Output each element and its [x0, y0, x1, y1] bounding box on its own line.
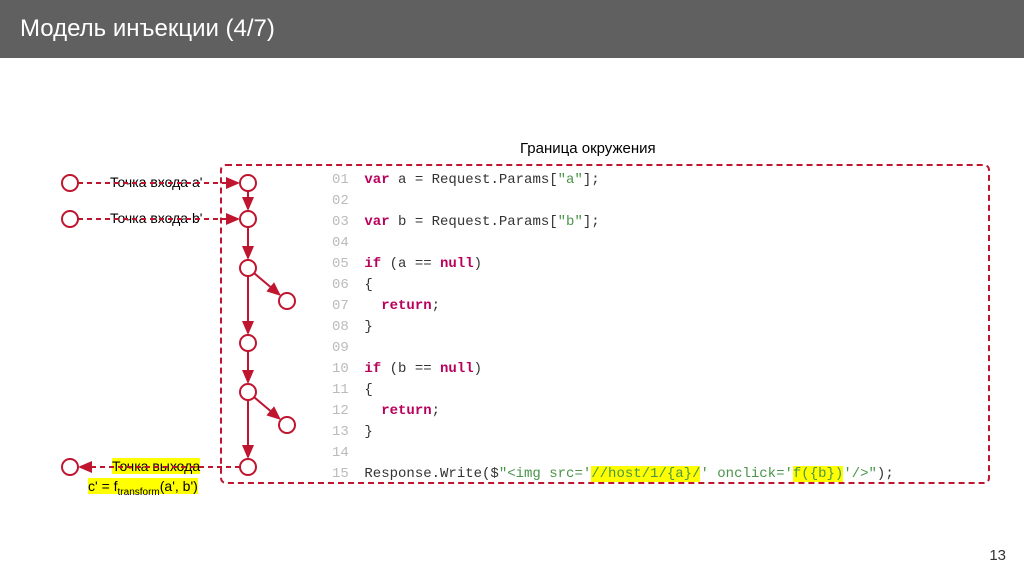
code-token: ;: [432, 403, 440, 419]
code-line: 03 var b = Request.Params["b"];: [332, 212, 894, 233]
code-token: (b ==: [381, 361, 440, 377]
code-listing: 01 var a = Request.Params["a"];02 03 var…: [332, 170, 894, 485]
code-line: 12 return;: [332, 401, 894, 422]
code-line: 14: [332, 443, 894, 464]
line-number: 11: [332, 380, 356, 401]
code-line: 09: [332, 338, 894, 359]
line-number: 05: [332, 254, 356, 275]
entry-a-label: Точка входа a': [110, 174, 202, 190]
flow-node: [62, 459, 78, 475]
code-token: ' onclick=': [700, 466, 792, 482]
code-line: 11 {: [332, 380, 894, 401]
slide-title: Модель инъекции (4/7): [20, 15, 275, 43]
code-token: );: [877, 466, 894, 482]
code-line: 05 if (a == null): [332, 254, 894, 275]
exit-c-label-line2: c' = ftransform(a', b'): [88, 478, 198, 498]
code-token: null: [440, 256, 474, 272]
code-token: return: [381, 403, 431, 419]
line-number: 09: [332, 338, 356, 359]
code-line: 04: [332, 233, 894, 254]
code-token: ;: [432, 298, 440, 314]
flow-node: [62, 175, 78, 191]
code-line: 10 if (b == null): [332, 359, 894, 380]
code-token: return: [381, 298, 431, 314]
code-token: '/>": [843, 466, 877, 482]
code-token: ): [474, 256, 482, 272]
page-number: 13: [989, 547, 1006, 564]
code-line: 07 return;: [332, 296, 894, 317]
code-line: 15 Response.Write($"<img src='//host/1/{…: [332, 464, 894, 485]
code-token: [364, 298, 381, 314]
code-token: "b": [558, 214, 583, 230]
code-line: 08 }: [332, 317, 894, 338]
flow-node: [62, 211, 78, 227]
code-token: {: [364, 277, 372, 293]
line-number: 12: [332, 401, 356, 422]
code-token: ];: [583, 214, 600, 230]
slide-header: Модель инъекции (4/7): [0, 0, 1024, 58]
exit-c-highlight1: Точка выхода: [112, 458, 200, 474]
code-token: ];: [583, 172, 600, 188]
line-number: 02: [332, 191, 356, 212]
code-token: Response.Write($: [364, 466, 498, 482]
code-token: [364, 403, 381, 419]
code-line: 01 var a = Request.Params["a"];: [332, 170, 894, 191]
line-number: 03: [332, 212, 356, 233]
code-token: f({b}): [793, 466, 843, 482]
line-number: 08: [332, 317, 356, 338]
code-token: }: [364, 319, 372, 335]
code-token: {: [364, 382, 372, 398]
code-line: 02: [332, 191, 894, 212]
code-token: //host/1/{a}/: [591, 466, 700, 482]
line-number: 13: [332, 422, 356, 443]
code-token: if: [364, 361, 381, 377]
entry-b-label: Точка входа b': [110, 210, 202, 226]
code-token: var: [364, 214, 389, 230]
exit-c-label-line1: Точка выхода: [112, 458, 200, 474]
code-token: var: [364, 172, 389, 188]
code-line: 06 {: [332, 275, 894, 296]
code-token: a = Request.Params[: [390, 172, 558, 188]
line-number: 01: [332, 170, 356, 191]
code-token: "a": [558, 172, 583, 188]
exit-c-highlight2: c' = ftransform(a', b'): [88, 478, 198, 494]
code-token: }: [364, 424, 372, 440]
code-line: 13 }: [332, 422, 894, 443]
code-token: null: [440, 361, 474, 377]
code-token: "<img src=': [499, 466, 591, 482]
code-token: if: [364, 256, 381, 272]
line-number: 14: [332, 443, 356, 464]
line-number: 06: [332, 275, 356, 296]
line-number: 10: [332, 359, 356, 380]
line-number: 07: [332, 296, 356, 317]
code-token: ): [474, 361, 482, 377]
code-token: (a ==: [381, 256, 440, 272]
line-number: 04: [332, 233, 356, 254]
line-number: 15: [332, 464, 356, 485]
env-boundary-label: Граница окружения: [520, 140, 656, 157]
code-token: b = Request.Params[: [390, 214, 558, 230]
